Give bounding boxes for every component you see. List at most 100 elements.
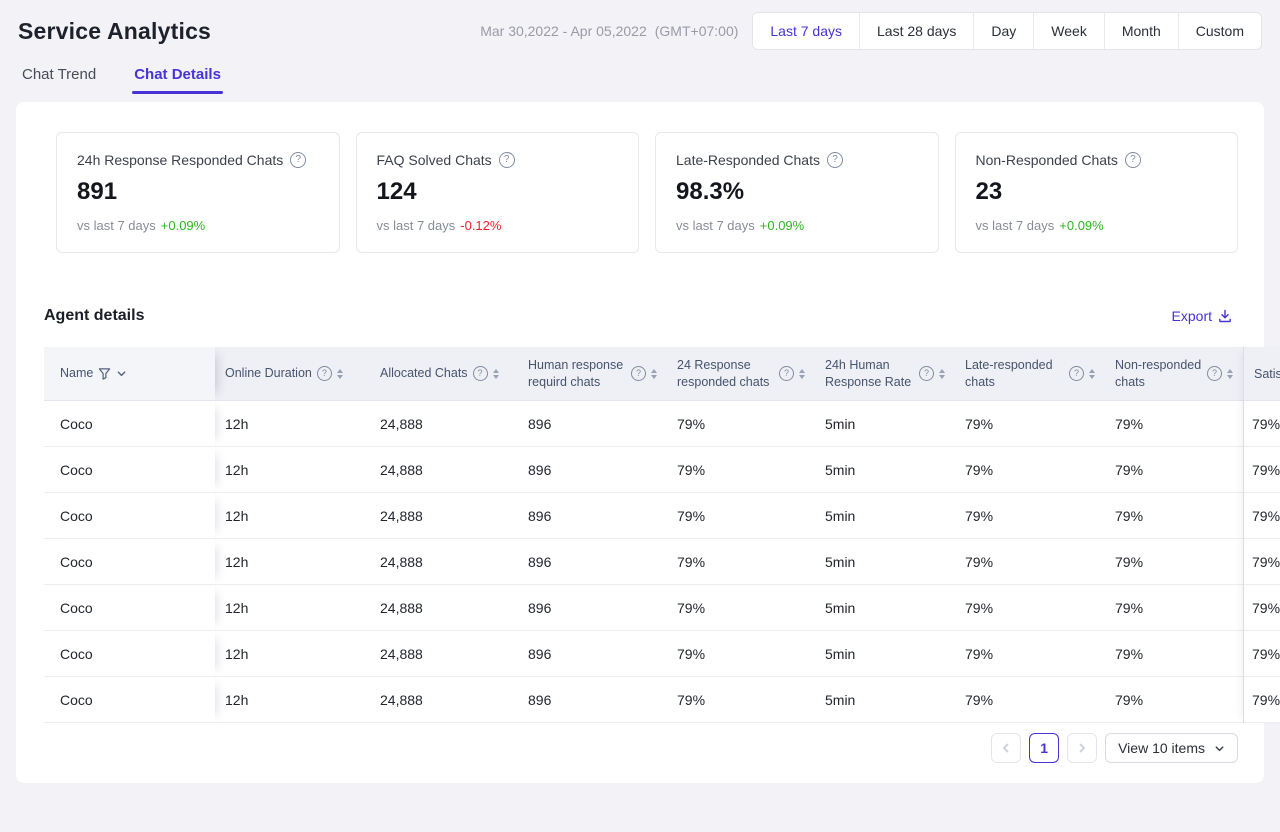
column-header-human-response-requird-chats[interactable]: Human response requird chats? [518, 347, 667, 401]
table-row[interactable]: Coco12h24,88889679%5min79%79% [44, 493, 1243, 539]
stat-value: 23 [976, 178, 1218, 206]
help-icon[interactable]: ? [1069, 366, 1084, 381]
help-icon[interactable]: ? [631, 366, 646, 381]
tab-chat-details[interactable]: Chat Details [132, 58, 223, 94]
column-header-online-duration[interactable]: Online Duration? [215, 347, 370, 401]
column-header-label: 24 Response responded chats [677, 357, 774, 391]
stat-label: FAQ Solved Chats [377, 152, 492, 168]
table-cell: 12h [215, 493, 370, 539]
table-cell: 79% [1105, 539, 1243, 585]
table-cell: 79% [955, 539, 1105, 585]
column-header-late-responded-chats[interactable]: Late-responded chats? [955, 347, 1105, 401]
column-header-24-response-responded-chats[interactable]: 24 Response responded chats? [667, 347, 815, 401]
stat-delta: +0.09% [1059, 218, 1103, 233]
table-cell: 79% [1244, 493, 1280, 539]
table-cell: 79% [955, 401, 1105, 447]
help-icon[interactable]: ? [290, 152, 306, 168]
filter-icon[interactable] [98, 367, 111, 380]
help-icon[interactable]: ? [1125, 152, 1141, 168]
sort-icon[interactable] [651, 369, 657, 379]
next-page-button[interactable] [1067, 733, 1097, 763]
chevron-left-icon [1000, 742, 1012, 754]
table-cell: 79% [667, 585, 815, 631]
timezone-text: (GMT+07:00) [655, 23, 739, 39]
sort-icon[interactable] [1089, 369, 1095, 379]
column-header-non-responded-chats[interactable]: Non-responded chats? [1105, 347, 1243, 401]
sort-icon[interactable] [1227, 369, 1233, 379]
help-icon[interactable]: ? [827, 152, 843, 168]
table-cell: 79% [955, 677, 1105, 723]
tab-chat-trend[interactable]: Chat Trend [20, 58, 98, 94]
sort-icon[interactable] [799, 369, 805, 379]
table-row[interactable]: Coco12h24,88889679%5min79%79% [44, 447, 1243, 493]
range-button-week[interactable]: Week [1033, 13, 1104, 49]
table-cell: 5min [815, 585, 955, 631]
table-cell: 24,888 [370, 447, 518, 493]
table-cell: 79% [1105, 401, 1243, 447]
column-header-allocated-chats[interactable]: Allocated Chats? [370, 347, 518, 401]
range-button-month[interactable]: Month [1104, 13, 1178, 49]
table-cell: 12h [215, 447, 370, 493]
stat-compare-text: vs last 7 days [377, 218, 456, 233]
column-header-24h-human-response-rate[interactable]: 24h Human Response Rate? [815, 347, 955, 401]
prev-page-button[interactable] [991, 733, 1021, 763]
content-card: 24h Response Responded Chats ? 891 vs la… [16, 102, 1264, 783]
chevron-down-icon[interactable] [116, 368, 127, 379]
range-button-custom[interactable]: Custom [1178, 13, 1261, 49]
stat-value: 891 [77, 178, 319, 206]
table-cell: 896 [518, 401, 667, 447]
table-cell: 24,888 [370, 539, 518, 585]
table-cell: 896 [518, 447, 667, 493]
help-icon[interactable]: ? [473, 366, 488, 381]
table-cell: 79% [955, 447, 1105, 493]
agent-table-scroll-area[interactable]: NameOnline Duration?Allocated Chats?Huma… [44, 347, 1264, 723]
table-cell: 79% [1105, 493, 1243, 539]
table-row[interactable]: Coco12h24,88889679%5min79%79% [44, 401, 1243, 447]
table-row[interactable]: Coco12h24,88889679%5min79%79% [44, 677, 1243, 723]
table-row[interactable]: Coco12h24,88889679%5min79%79% [44, 539, 1243, 585]
stat-value: 98.3% [676, 178, 918, 206]
sort-icon[interactable] [939, 369, 945, 379]
stat-card: 24h Response Responded Chats ? 891 vs la… [56, 132, 340, 253]
table-cell: 79% [667, 493, 815, 539]
stat-label: Non-Responded Chats [976, 152, 1118, 168]
date-range-picker: Last 7 daysLast 28 daysDayWeekMonthCusto… [752, 12, 1262, 50]
table-cell: 896 [518, 677, 667, 723]
table-cell: 79% [1244, 401, 1280, 447]
help-icon[interactable]: ? [499, 152, 515, 168]
table-row[interactable]: Coco12h24,88889679%5min79%79% [44, 631, 1243, 677]
table-cell: 79% [1244, 631, 1280, 677]
stat-compare-text: vs last 7 days [77, 218, 156, 233]
cell-name: Coco [44, 631, 215, 677]
range-button-last-28-days[interactable]: Last 28 days [859, 13, 973, 49]
column-header-satis[interactable]: Satis [1244, 347, 1280, 401]
page-size-select[interactable]: View 10 items [1105, 733, 1238, 763]
stat-delta: +0.09% [161, 218, 205, 233]
page-number-button[interactable]: 1 [1029, 733, 1059, 763]
table-cell: 24,888 [370, 401, 518, 447]
help-icon[interactable]: ? [317, 366, 332, 381]
sort-icon[interactable] [493, 369, 499, 379]
table-cell: 79% [667, 539, 815, 585]
sort-icon[interactable] [337, 369, 343, 379]
table-row[interactable]: Coco12h24,88889679%5min79%79% [44, 585, 1243, 631]
range-button-day[interactable]: Day [973, 13, 1033, 49]
table-cell: 5min [815, 401, 955, 447]
help-icon[interactable]: ? [919, 366, 934, 381]
stat-compare-text: vs last 7 days [976, 218, 1055, 233]
stat-compare-text: vs last 7 days [676, 218, 755, 233]
column-header-label: Allocated Chats [380, 365, 468, 382]
stat-label-row: FAQ Solved Chats ? [377, 152, 619, 168]
table-cell: 896 [518, 585, 667, 631]
table-cell: 896 [518, 539, 667, 585]
help-icon[interactable]: ? [1207, 366, 1222, 381]
column-header-name[interactable]: Name [44, 347, 215, 401]
column-header-label: Name [60, 365, 93, 382]
help-icon[interactable]: ? [779, 366, 794, 381]
range-button-last-7-days[interactable]: Last 7 days [753, 13, 859, 49]
export-button[interactable]: Export [1166, 307, 1238, 325]
table-cell: 12h [215, 401, 370, 447]
table-cell: 79% [955, 585, 1105, 631]
pagination: 1 View 10 items [16, 733, 1238, 763]
stat-delta: -0.12% [460, 218, 501, 233]
